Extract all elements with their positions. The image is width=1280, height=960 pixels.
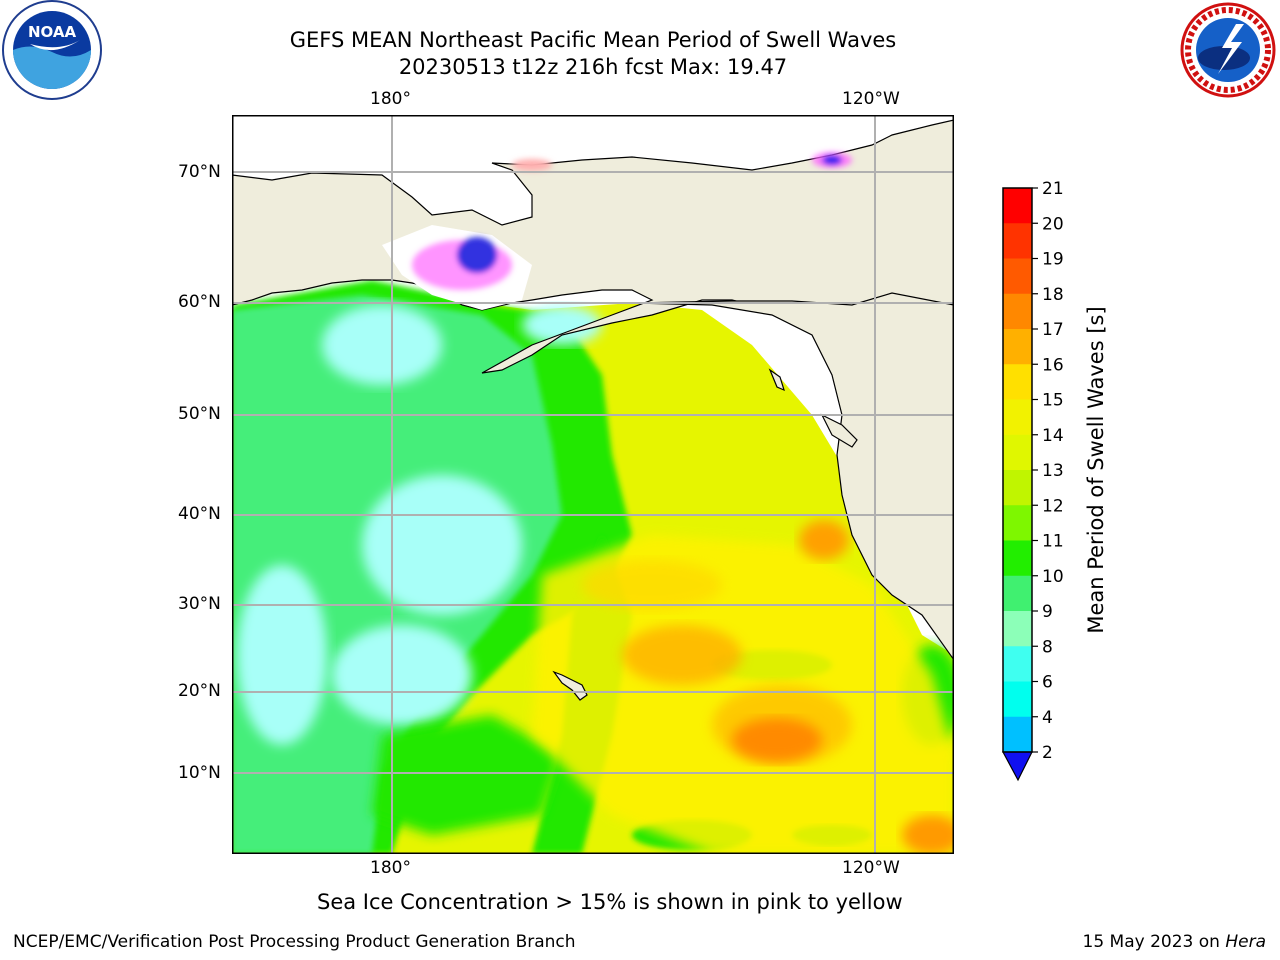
colorbar-tick-label: 4	[1042, 708, 1053, 728]
colorbar-swatch	[1003, 364, 1032, 400]
colorbar-swatch	[1003, 293, 1032, 330]
footer-host: Hera	[1225, 932, 1266, 952]
colorbar-swatch	[1003, 505, 1032, 541]
lon-label-bottom-120w: 120°W	[842, 858, 900, 878]
lon-label-top-180: 180°	[370, 89, 411, 109]
colorbar-tick-label: 18	[1042, 285, 1064, 305]
colorbar-tick-label: 10	[1042, 567, 1064, 587]
footer-date: 15 May 2023 on Hera	[1083, 932, 1267, 952]
colorbar-tick-label: 15	[1042, 391, 1064, 411]
colorbar-tick-label: 17	[1042, 320, 1064, 340]
noaa-logo-text: NOAA	[28, 23, 77, 41]
colorbar-tick-label: 21	[1042, 180, 1064, 199]
colorbar-swatch	[1003, 681, 1032, 718]
graticule	[232, 115, 954, 854]
colorbar-swatch	[1003, 611, 1032, 647]
colorbar: 21 20 19 18 17 16 15 14 13 12 11 10 9 8 6 4 2	[1001, 180, 1064, 782]
colorbar-tick-label: 14	[1042, 426, 1064, 446]
colorbar-label-text: Mean Period of Swell Waves [s]	[1084, 306, 1108, 634]
map-frame	[232, 115, 954, 854]
colorbar-swatch	[1003, 470, 1032, 506]
noaa-logo-icon: NOAA	[2, 0, 102, 100]
colorbar-tick-label: 2	[1042, 743, 1053, 763]
lon-label-bottom-180: 180°	[370, 858, 411, 878]
colorbar-swatch	[1003, 540, 1032, 577]
colorbar-swatch	[1003, 223, 1032, 259]
lat-label-40n: 40°N	[178, 504, 221, 524]
lon-label-top-120w: 120°W	[842, 89, 900, 109]
colorbar-tick-label: 9	[1042, 602, 1053, 622]
colorbar-swatch	[1003, 399, 1032, 436]
footer-date-text: 15 May 2023 on	[1082, 932, 1226, 952]
colorbar-swatch	[1003, 575, 1032, 612]
colorbar-tick-label: 12	[1042, 496, 1064, 516]
colorbar-tick-label: 20	[1042, 214, 1064, 234]
swell-period-map	[232, 115, 954, 854]
chart-title: GEFS MEAN Northeast Pacific Mean Period …	[289, 28, 897, 52]
colorbar-tick-label: 19	[1042, 250, 1064, 270]
colorbar-swatch	[1003, 646, 1032, 682]
colorbar-swatch	[1003, 258, 1032, 295]
colorbar-swatch	[1003, 329, 1032, 365]
lat-label-20n: 20°N	[178, 681, 221, 701]
colorbar-swatch	[1003, 434, 1032, 471]
colorbar-tick-label: 11	[1042, 532, 1064, 552]
lat-label-60n: 60°N	[178, 292, 221, 312]
colorbar-tick-label: 8	[1042, 637, 1053, 657]
footer-credit: NCEP/EMC/Verification Post Processing Pr…	[13, 932, 576, 952]
lat-label-30n: 30°N	[178, 594, 221, 614]
colorbar-swatch	[1003, 716, 1032, 753]
sea-ice-caption: Sea Ice Concentration > 15% is shown in …	[317, 890, 903, 914]
lat-label-70n: 70°N	[178, 162, 221, 182]
lat-label-50n: 50°N	[178, 404, 221, 424]
nws-logo-icon	[1180, 2, 1276, 98]
colorbar-tick-label: 13	[1042, 461, 1064, 481]
lat-label-10n: 10°N	[178, 763, 221, 783]
chart-subtitle: 20230513 t12z 216h fcst Max: 19.47	[398, 55, 788, 79]
colorbar-tick-label: 6	[1042, 673, 1053, 693]
colorbar-tick-label: 16	[1042, 355, 1064, 375]
colorbar-swatch	[1003, 188, 1032, 224]
